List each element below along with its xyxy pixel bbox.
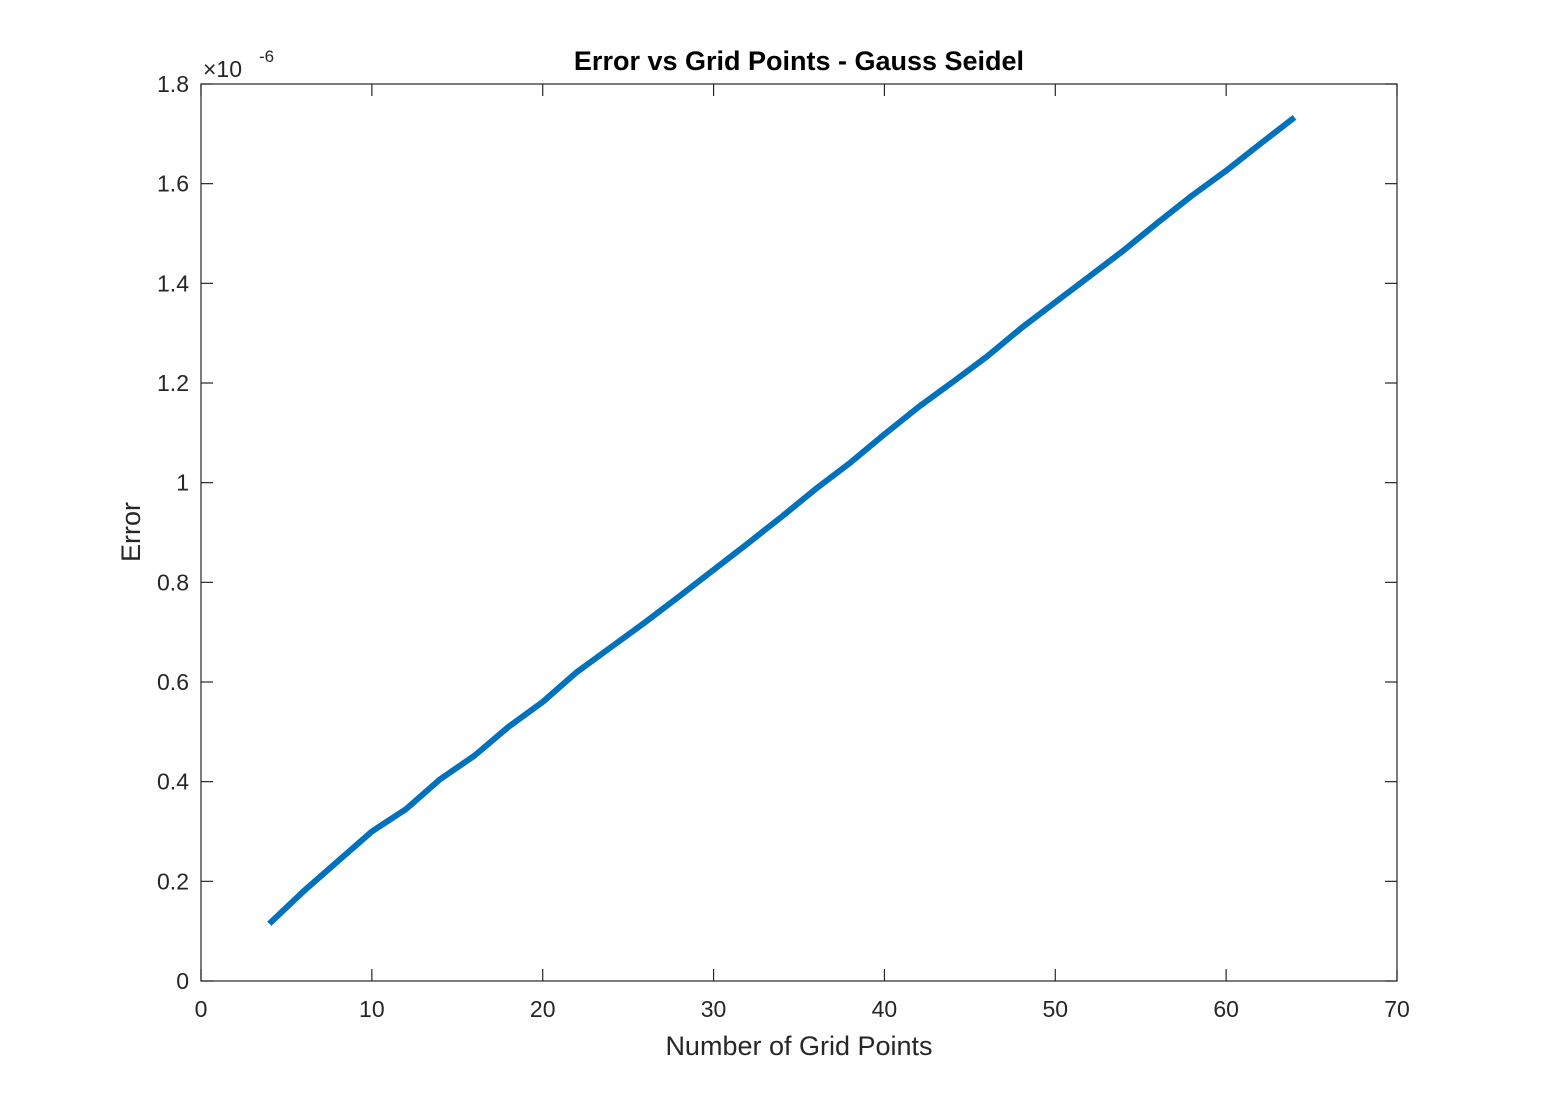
x-tick-label: 70	[1384, 996, 1410, 1022]
plot-frame	[200, 83, 1398, 982]
series-layer	[267, 115, 1297, 926]
y-tick-label: 0.6	[157, 669, 189, 695]
x-axis-label: Number of Grid Points	[665, 1031, 932, 1061]
y-tick-label: 1.8	[157, 71, 189, 97]
labels-layer: 0 10 20 30 40 50 60 70 0 0.2 0.4 0.6 0.8 1 1.2 1.4 1.6 1.…	[157, 71, 1410, 1022]
x-tick-label: 30	[701, 996, 727, 1022]
y-multiplier-base: ×10	[203, 56, 242, 82]
x-tick-label: 20	[530, 996, 556, 1022]
y-tick-label: 1.6	[157, 171, 189, 197]
y-tick-label: 1	[176, 470, 189, 496]
y-axis-multiplier: ×10 -6	[203, 47, 274, 82]
y-tick-label: 0.2	[157, 868, 189, 894]
y-multiplier-exponent: -6	[259, 47, 274, 66]
x-tick-label: 10	[359, 996, 385, 1022]
plot-area	[201, 84, 1397, 981]
x-tick-label: 60	[1213, 996, 1239, 1022]
y-axis-label: Error	[116, 502, 146, 562]
y-tick-label: 0.4	[157, 769, 189, 795]
chart-title: Error vs Grid Points - Gauss Seidel	[574, 46, 1024, 76]
y-tick-label: 0.8	[157, 569, 189, 595]
x-tick-label: 0	[195, 996, 208, 1022]
y-tick-label: 0	[176, 968, 189, 994]
series-line	[267, 115, 1297, 926]
y-tick-label: 1.2	[157, 370, 189, 396]
y-tick-label: 1.4	[157, 270, 189, 296]
x-tick-label: 50	[1042, 996, 1068, 1022]
x-tick-label: 40	[872, 996, 898, 1022]
